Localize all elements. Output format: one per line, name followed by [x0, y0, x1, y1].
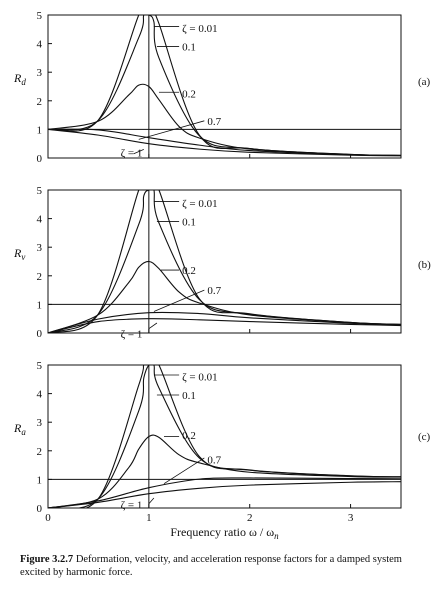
panel-label: (b) — [418, 259, 431, 271]
y-axis-label: Ra — [13, 421, 26, 437]
y-tick-label: 1 — [37, 299, 43, 311]
y-tick-label: 5 — [37, 185, 43, 197]
y-tick-label: 4 — [37, 389, 43, 401]
y-tick-label: 3 — [37, 67, 43, 79]
series-line-2 — [48, 260, 401, 333]
series-line-4 — [48, 318, 401, 333]
y-tick-label: 3 — [37, 417, 43, 429]
series-label-1: 0.1 — [182, 41, 196, 53]
series-line-0 — [48, 15, 401, 156]
series-line-2 — [48, 434, 401, 508]
y-tick-label: 5 — [37, 10, 43, 22]
series-label-4: ζ = 1 — [121, 147, 143, 159]
series-label-0: ζ = 0.01 — [182, 23, 218, 35]
plot-frame — [47, 14, 402, 159]
y-tick-label: 2 — [37, 271, 43, 283]
series-line-4 — [48, 481, 401, 508]
y-tick-label: 0 — [37, 153, 43, 165]
series-leader-4 — [148, 497, 155, 504]
y-axis-label-sub: v — [21, 252, 25, 262]
y-tick-label: 4 — [37, 39, 43, 51]
series-leader-3 — [153, 289, 205, 312]
y-tick-label: 4 — [37, 214, 43, 226]
y-tick-label: 1 — [37, 124, 43, 136]
y-tick-label: 5 — [37, 360, 43, 372]
y-axis-label-sub: d — [21, 77, 26, 87]
series-leader-4 — [148, 322, 158, 330]
x-axis-label: Frequency ratio ω / ωn — [170, 525, 279, 541]
panel-label: (a) — [418, 76, 431, 88]
figure-caption: Figure 3.2.7 Deformation, velocity, and … — [20, 553, 430, 579]
series-label-1: 0.1 — [182, 216, 196, 228]
series-label-3: 0.7 — [207, 285, 221, 297]
y-tick-label: 1 — [37, 474, 43, 486]
x-tick-label: 3 — [348, 512, 354, 524]
series-label-4: ζ = 1 — [121, 329, 143, 341]
series-leader-3 — [163, 457, 205, 485]
series-line-1 — [48, 190, 401, 333]
series-label-3: 0.7 — [207, 454, 221, 466]
panel-label: (c) — [418, 431, 431, 443]
series-label-1: 0.1 — [182, 390, 196, 402]
series-leader-4 — [133, 149, 144, 155]
caption-label: Figure 3.2.7 — [20, 554, 74, 565]
y-tick-label: 0 — [37, 503, 43, 515]
series-line-0 — [48, 365, 401, 508]
panel-Rv: 0 1 2 3 4 5 ζ = 0.01 0.1 0.2 0.7 ζ = 1 Rv (b) — [13, 185, 431, 341]
y-tick-label: 0 — [37, 328, 43, 340]
panel-Ra: 0 1 2 3 4 5 0 1 2 3 ζ = 0.01 0.1 0.2 0.7 ζ = 1 Ra (c) Fre… — [13, 360, 431, 541]
series-label-0: ζ = 0.01 — [182, 371, 218, 383]
series-line-3 — [48, 311, 401, 333]
panel-Rd: 0 1 2 3 4 5 ζ = 0.01 0.1 0.2 0.7 ζ = 1 Rd (a) — [13, 10, 431, 165]
series-label-3: 0.7 — [207, 116, 221, 128]
series-label-2: 0.2 — [182, 89, 196, 101]
series-line-2 — [48, 83, 401, 156]
series-line-3 — [48, 128, 401, 157]
y-tick-label: 3 — [37, 242, 43, 254]
series-line-4 — [48, 128, 401, 157]
series-line-1 — [48, 365, 401, 508]
series-leader-3 — [138, 120, 205, 140]
series-label-2: 0.2 — [182, 265, 196, 277]
x-axis-label-sub: n — [274, 531, 279, 541]
y-axis-label: Rd — [13, 71, 26, 87]
y-tick-label: 2 — [37, 446, 43, 458]
series-line-1 — [48, 15, 401, 156]
plot-frame — [47, 364, 402, 509]
caption-text: Deformation, velocity, and acceleration … — [20, 554, 402, 578]
x-tick-label: 0 — [45, 512, 51, 524]
plot-frame — [47, 189, 402, 334]
x-tick-label: 2 — [247, 512, 253, 524]
x-tick-label: 1 — [146, 512, 152, 524]
series-label-4: ζ = 1 — [121, 500, 143, 512]
y-axis-label-sub: a — [21, 427, 26, 437]
series-label-0: ζ = 0.01 — [182, 198, 218, 210]
series-line-3 — [48, 477, 401, 508]
response-factor-figure: 0 1 2 3 4 5 ζ = 0.01 0.1 0.2 0.7 ζ = 1 Rd (a) 0 1 2 3 4 5 ζ… — [13, 10, 431, 541]
y-tick-label: 2 — [37, 96, 43, 108]
y-axis-label: Rv — [13, 246, 25, 262]
series-label-2: 0.2 — [182, 430, 196, 442]
